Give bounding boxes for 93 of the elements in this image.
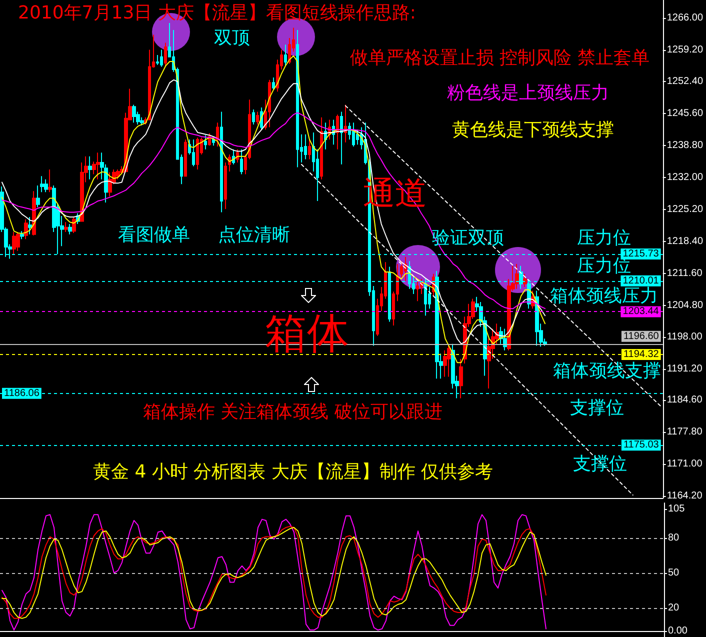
candlestick (216, 122, 219, 148)
y-tick-label: 50 (668, 567, 680, 578)
annotation: 箱体颈线压力 (550, 286, 658, 306)
candlestick (400, 260, 403, 278)
candlestick (20, 230, 24, 240)
candlestick (340, 111, 343, 165)
candlestick (296, 30, 299, 168)
y-tick-label: 1171.00 (666, 458, 703, 470)
candlestick (36, 185, 40, 208)
candlestick (416, 281, 419, 302)
candlestick (88, 156, 92, 180)
candlestick (535, 290, 539, 346)
y-tick-label: 1259.20 (666, 44, 704, 56)
y-tick-label: 105 (668, 503, 686, 514)
y-tick-label: 0.00 (668, 626, 688, 637)
y-tick-label: 1218.40 (666, 236, 704, 247)
annotation: 看图做单 (118, 224, 190, 246)
candlestick (192, 139, 195, 167)
line-series (2, 514, 546, 631)
y-tick-label: 1225.20 (666, 204, 704, 215)
candlestick (108, 172, 112, 197)
candlestick (443, 350, 447, 378)
candlestick (160, 49, 163, 68)
candlestick (132, 104, 136, 124)
annotation: 支撑位 (570, 398, 624, 418)
candlestick (256, 111, 259, 125)
candlestick (12, 232, 16, 255)
candlestick (28, 216, 32, 235)
candlestick (272, 77, 275, 90)
y-tick-label: 1198.00 (666, 332, 703, 343)
candlestick (268, 79, 271, 128)
annotation: 黄色线是下颈线支撑 (452, 120, 614, 140)
annotation: 箱体操作 关注箱体颈线 破位可以跟进 (143, 402, 442, 422)
candlestick (44, 178, 48, 193)
candlestick (284, 44, 287, 66)
annotation: 点位清晰 (218, 224, 290, 246)
candlestick (116, 169, 120, 180)
candlestick (447, 343, 451, 378)
ref-line-label: 1175.03 (623, 440, 660, 451)
y-tick-label: 1211.60 (666, 268, 703, 279)
annotation: 双顶 (214, 28, 250, 48)
annotation: 支撑位 (573, 454, 627, 474)
y-tick-label: 1184.60 (666, 394, 703, 406)
candlestick (503, 328, 507, 351)
y-tick-label: 1164.20 (666, 490, 703, 502)
candlestick (352, 122, 355, 148)
y-tick-label: 1245.60 (666, 108, 704, 120)
candlestick (16, 232, 20, 252)
candlestick (459, 358, 463, 399)
candlestick (72, 216, 76, 234)
annotation: 粉色线是上颈线压力 (447, 82, 609, 104)
candlestick (64, 222, 68, 233)
annotation: 箱体颈线支撑 (553, 360, 661, 382)
ref-line-label: 1203.44 (622, 306, 660, 318)
candlestick (24, 218, 28, 240)
candlestick (515, 263, 519, 290)
annotation: 做单严格设置止损 控制风险 禁止套单 (350, 48, 650, 68)
candlestick (252, 108, 255, 125)
candlestick (336, 114, 339, 150)
y-tick-label: 1204.80 (666, 300, 704, 311)
annotation: 压力位 (577, 228, 631, 248)
candlestick (204, 134, 207, 150)
candlestick (240, 148, 243, 175)
ref-line-label: 1194.32 (623, 349, 660, 360)
candlestick (308, 139, 311, 160)
candlestick (96, 152, 100, 180)
candlestick (212, 136, 215, 146)
y-tick-label: 1266.00 (666, 12, 704, 24)
annotation: 黄金 4 小时 分析图表 大庆【流星】制作 仅供参考 (93, 462, 494, 482)
candlestick (184, 139, 187, 177)
candlestick (68, 224, 72, 235)
candlestick (164, 42, 167, 68)
candlestick (523, 273, 527, 288)
ref-line-label: 1210.01 (622, 275, 660, 286)
y-tick-label: 1252.40 (666, 76, 704, 88)
candlestick (224, 162, 227, 210)
candlestick (156, 54, 159, 66)
y-tick-label: 20 (668, 602, 680, 614)
candlestick (48, 169, 52, 193)
y-tick-label: 1232.00 (666, 172, 704, 184)
candlestick (320, 116, 323, 180)
y-tick-label: 80 (668, 532, 680, 544)
y-tick-label: 1238.80 (666, 140, 704, 152)
candlestick (304, 134, 307, 160)
candlestick (196, 137, 199, 170)
ref-line-label: 1186.06 (4, 388, 40, 399)
ref-line-label: 1215.73 (622, 248, 660, 260)
candlestick (40, 176, 44, 193)
y-tick-label: 1191.20 (666, 364, 703, 375)
candlestick (220, 111, 223, 213)
candlestick (344, 104, 347, 143)
y-tick-label: 1177.80 (666, 426, 703, 438)
ref-line-label: 1196.60 (623, 330, 660, 342)
